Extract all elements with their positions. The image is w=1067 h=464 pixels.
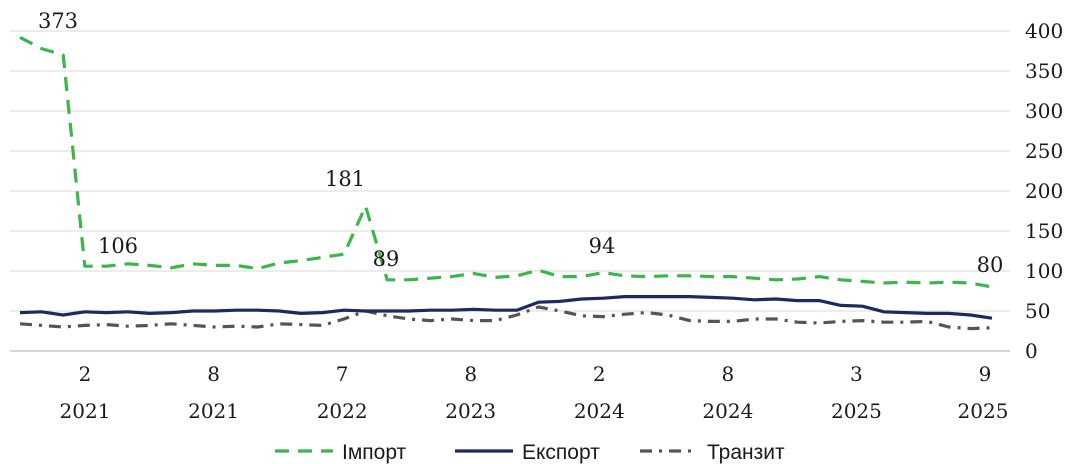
legend-label: Експорт — [522, 441, 600, 464]
x-tick-month: 8 — [721, 362, 734, 386]
x-tick-year: 2022 — [317, 399, 368, 423]
data-labels: 373 106 181 89 94 80 — [38, 9, 1003, 277]
x-tick-year: 2023 — [445, 399, 496, 423]
x-tick-year: 2024 — [574, 399, 625, 423]
data-label: 373 — [38, 9, 78, 33]
y-tick-label: 50 — [1025, 299, 1050, 323]
y-tick-label: 100 — [1025, 259, 1063, 283]
gridlines — [10, 31, 1010, 351]
legend-label: Імпорт — [342, 441, 407, 464]
x-tick-year: 2021 — [60, 399, 111, 423]
series-lines — [20, 37, 992, 328]
legend-label: Транзит — [707, 441, 785, 464]
series-line — [20, 297, 992, 319]
x-tick-year: 2025 — [958, 399, 1009, 423]
data-label: 94 — [589, 234, 616, 258]
x-tick-month: 9 — [979, 362, 992, 386]
x-tick-year: 2024 — [702, 399, 753, 423]
data-label: 80 — [977, 253, 1004, 277]
series-line — [20, 37, 992, 287]
data-label: 89 — [373, 247, 400, 271]
data-label: 181 — [325, 167, 365, 191]
x-tick-month: 8 — [464, 362, 477, 386]
x-axis: 2 2021 8 2021 7 2022 8 2023 2 2024 8 2024 3 2025 9 2025 — [60, 362, 1009, 423]
y-tick-label: 350 — [1025, 59, 1063, 83]
x-tick-year: 2025 — [831, 399, 882, 423]
y-tick-label: 0 — [1025, 339, 1038, 363]
x-tick-month: 3 — [850, 362, 863, 386]
legend: Імпорт Експорт Транзит — [275, 441, 785, 464]
x-tick-month: 7 — [336, 362, 349, 386]
x-tick-month: 2 — [79, 362, 92, 386]
y-tick-label: 300 — [1025, 99, 1063, 123]
y-axis: 0 50 100 150 200 250 300 350 400 — [1025, 19, 1063, 363]
y-tick-label: 400 — [1025, 19, 1063, 43]
y-tick-label: 150 — [1025, 219, 1063, 243]
y-tick-label: 250 — [1025, 139, 1063, 163]
x-tick-year: 2021 — [188, 399, 239, 423]
data-label: 106 — [98, 234, 138, 258]
y-tick-label: 200 — [1025, 179, 1063, 203]
x-tick-month: 2 — [593, 362, 606, 386]
x-tick-month: 8 — [207, 362, 220, 386]
